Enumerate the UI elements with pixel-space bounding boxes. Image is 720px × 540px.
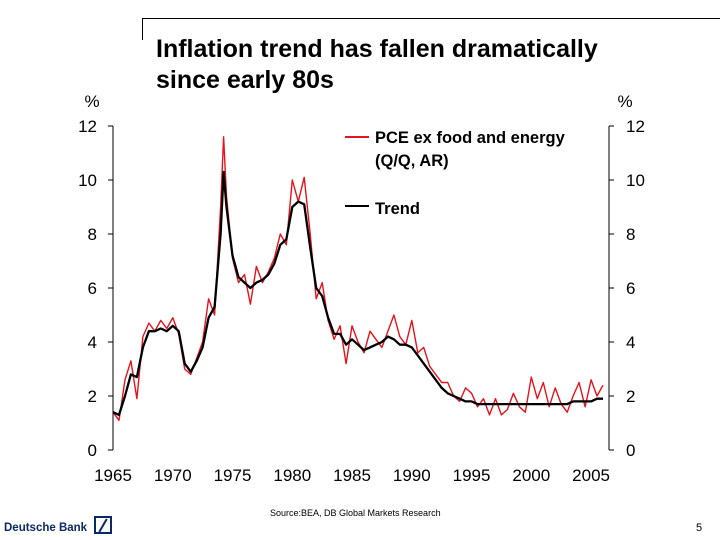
x-tick-label: 1970 xyxy=(154,466,192,485)
x-tick-label: 2000 xyxy=(512,466,550,485)
left-axis-unit: % xyxy=(84,92,99,111)
series-line-pce xyxy=(112,136,604,421)
right-y-tick-label: 10 xyxy=(626,171,645,190)
left-y-tick-label: 2 xyxy=(88,387,97,406)
left-y-tick-label: 12 xyxy=(78,117,97,136)
inflation-trend-chart: % % 0 0 2 2 4 4 6 6 8 8 10 10 12 12 1965 1970 1975 1980 19… xyxy=(78,92,645,485)
chart-plot-area xyxy=(112,136,604,421)
legend-trend-label: Trend xyxy=(375,200,420,218)
title-frame-left-rule xyxy=(142,18,143,40)
deutsche-bank-logo-icon xyxy=(94,516,112,534)
brand-name: Deutsche Bank xyxy=(4,522,88,534)
right-axis-unit: % xyxy=(617,92,632,111)
slide-title: Inflation trend has fallen dramatically … xyxy=(156,34,696,96)
left-y-tick-label: 10 xyxy=(78,171,97,190)
title-frame-top-rule xyxy=(142,18,720,19)
page-number: 5 xyxy=(696,522,703,534)
x-tick-label: 2005 xyxy=(572,466,610,485)
x-tick-label: 1965 xyxy=(94,466,132,485)
right-y-tick-label: 6 xyxy=(626,279,635,298)
left-y-tick-label: 6 xyxy=(88,279,97,298)
x-tick-label: 1990 xyxy=(393,466,431,485)
x-tick-label: 1985 xyxy=(333,466,371,485)
x-tick-label: 1980 xyxy=(273,466,311,485)
legend-pce-label-line2: (Q/Q, AR) xyxy=(375,152,449,170)
series-line-trend xyxy=(112,170,603,417)
right-y-tick-label: 8 xyxy=(626,225,635,244)
source-note: Source:BEA, DB Global Markets Research xyxy=(270,508,441,518)
left-y-tick-label: 8 xyxy=(88,225,97,244)
right-y-tick-label: 0 xyxy=(626,441,635,460)
slide-title-line2: since early 80s xyxy=(156,66,334,94)
left-y-tick-label: 0 xyxy=(88,441,97,460)
left-y-tick-label: 4 xyxy=(88,333,97,352)
x-tick-label: 1975 xyxy=(214,466,252,485)
right-y-tick-label: 2 xyxy=(626,387,635,406)
legend-pce-label-line1: PCE ex food and energy xyxy=(375,129,566,147)
right-y-tick-label: 4 xyxy=(626,333,635,352)
chart-axes: 0 0 2 2 4 4 6 6 8 8 10 10 12 12 1965 1970 1975 1980 1985 19… xyxy=(78,117,645,485)
x-tick-label: 1995 xyxy=(453,466,491,485)
right-y-tick-label: 12 xyxy=(626,117,645,136)
chart-legend: PCE ex food and energy (Q/Q, AR) Trend xyxy=(345,129,566,218)
slide-title-line1: Inflation trend has fallen dramatically xyxy=(156,35,598,63)
